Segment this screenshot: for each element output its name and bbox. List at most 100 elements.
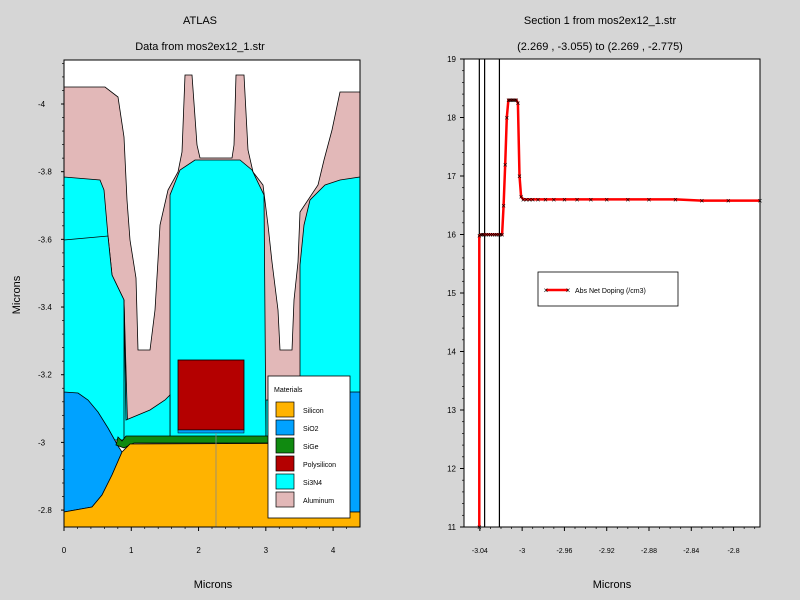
doping-legend-marker-right: × — [566, 286, 571, 295]
doping-point: × — [524, 195, 529, 204]
left-xtick-label: 0 — [62, 546, 67, 555]
legend-swatch — [275, 437, 295, 454]
right-ytick-label: 12 — [447, 465, 456, 474]
doping-point: × — [562, 195, 567, 204]
legend-label: SiGe — [303, 444, 319, 451]
legend-swatch — [275, 455, 295, 472]
left-xtick-label: 4 — [331, 546, 336, 555]
right-ytick-label: 15 — [447, 289, 456, 298]
doping-point: × — [492, 231, 497, 240]
polysilicon-gate — [177, 359, 245, 431]
doping-point: × — [575, 195, 580, 204]
doping-point: × — [511, 96, 516, 105]
right-ytick-label: 17 — [447, 172, 456, 181]
doping-point: × — [521, 195, 526, 204]
left-subtitle: Data from mos2ex12_1.str — [135, 41, 265, 53]
left-title: ATLAS — [183, 15, 217, 27]
right-ytick-label: 16 — [447, 231, 456, 240]
doping-point: × — [479, 231, 484, 240]
legend-swatch — [275, 419, 295, 436]
doping-point: × — [508, 96, 513, 105]
doping-point: × — [482, 231, 487, 240]
doping-point: × — [516, 99, 521, 108]
left-ytick-label: -3.8 — [38, 168, 52, 177]
left-x-ticks: 0 1 2 3 4 — [62, 527, 347, 555]
legend-swatch — [275, 491, 295, 508]
doping-legend-marker-left: × — [544, 286, 549, 295]
doping-point: × — [543, 195, 548, 204]
gate-oxide-thin — [177, 429, 245, 434]
doping-legend: × × Abs Net Doping (/cm3) — [537, 271, 679, 307]
legend-label: SiO2 — [303, 426, 319, 433]
doping-point: × — [480, 231, 485, 240]
right-x-ticks: -3.04 -3 -2.96 -2.92 -2.88 -2.84 -2.8 — [472, 527, 756, 555]
doping-point: × — [477, 232, 482, 241]
right-xtick-label: -2.8 — [728, 548, 740, 555]
left-y-ticks: -4 -3.8 -3.6 -3.4 -3.2 -3 -2.8 — [38, 63, 64, 515]
doping-point: × — [494, 231, 499, 240]
legend-title: Materials — [274, 387, 303, 394]
doping-point: × — [527, 195, 532, 204]
doping-point: × — [506, 96, 511, 105]
right-subtitle: (2.269 , -3.055) to (2.269 , -2.775) — [517, 41, 683, 53]
right-ytick-label: 14 — [447, 348, 456, 357]
doping-point: × — [517, 172, 522, 181]
legend-swatch — [275, 473, 295, 490]
doping-legend-label: Abs Net Doping (/cm3) — [575, 288, 646, 295]
doping-point: × — [504, 114, 509, 123]
doping-point: × — [700, 197, 705, 206]
structure-plot — [63, 59, 361, 528]
materials-legend: Materials Silicon SiO2 SiGe Polysilicon Si3N… — [267, 375, 351, 519]
right-y-ticks: 11 12 13 14 15 16 17 18 19 — [447, 55, 464, 532]
doping-point: × — [530, 195, 535, 204]
doping-point: × — [726, 197, 731, 206]
right-ytick-label: 13 — [447, 406, 456, 415]
left-ytick-label: -3.2 — [38, 371, 52, 380]
left-ytick-label: -3 — [38, 438, 46, 447]
doping-point: × — [519, 192, 524, 201]
left-ytick-label: -3.6 — [38, 235, 52, 244]
right-xtick-label: -2.88 — [641, 548, 657, 555]
left-ylabel: Microns — [11, 275, 23, 314]
legend-label: Silicon — [303, 408, 324, 415]
doping-point: × — [589, 195, 594, 204]
doping-point: × — [647, 195, 652, 204]
right-xlabel: Microns — [593, 579, 632, 591]
left-ytick-label: -2.8 — [38, 506, 52, 515]
doping-point: × — [552, 195, 557, 204]
doping-point: × — [536, 195, 541, 204]
doping-point: × — [512, 96, 517, 105]
doping-point: × — [514, 96, 519, 105]
doping-point: × — [626, 195, 631, 204]
legend-label: Aluminum — [303, 498, 334, 505]
left-xtick-label: 1 — [129, 546, 134, 555]
doping-point: × — [509, 96, 514, 105]
doping-point: × — [503, 160, 508, 169]
right-title: Section 1 from mos2ex12_1.str — [524, 15, 677, 27]
left-xtick-label: 2 — [196, 546, 201, 555]
left-xlabel: Microns — [194, 579, 233, 591]
doping-point: × — [486, 231, 491, 240]
right-ytick-label: 18 — [447, 114, 456, 123]
legend-label: Polysilicon — [303, 462, 336, 469]
left-xtick-label: 3 — [264, 546, 269, 555]
doping-point: × — [500, 231, 505, 240]
legend-swatch — [275, 401, 295, 418]
doping-point: × — [604, 195, 609, 204]
left-ytick-label: -3.4 — [38, 303, 52, 312]
right-xtick-label: -3.04 — [472, 548, 488, 555]
right-ytick-label: 19 — [447, 55, 456, 64]
left-ytick-label: -4 — [38, 100, 46, 109]
doping-point: × — [673, 195, 678, 204]
right-xtick-label: -2.96 — [556, 548, 572, 555]
doping-series-line — [478, 98, 760, 527]
doping-point: × — [488, 231, 493, 240]
doping-point: × — [498, 231, 503, 240]
doping-point: × — [490, 231, 495, 240]
right-xtick-label: -2.92 — [599, 548, 615, 555]
doping-point: × — [497, 231, 502, 240]
legend-label: Si3N4 — [303, 480, 322, 487]
legend-items: Silicon SiO2 SiGe Polysilicon Si3N4 Aluminum — [275, 401, 336, 508]
doping-point: × — [484, 231, 489, 240]
